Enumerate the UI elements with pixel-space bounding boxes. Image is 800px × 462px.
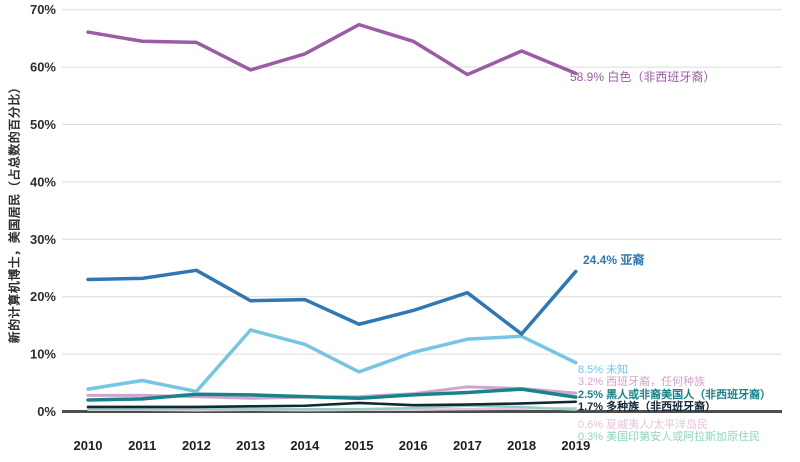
series-label-hispanic-any-race: 3.2% 西班牙裔，任何种族 — [578, 376, 706, 388]
x-tick-label: 2016 — [399, 438, 428, 453]
x-tick-label: 2011 — [128, 438, 156, 453]
y-tick-label: 10% — [30, 347, 56, 362]
y-tick-label: 0% — [37, 404, 56, 419]
x-tick-label: 2013 — [236, 438, 265, 453]
line-american-indian-alaska-native — [86, 404, 577, 411]
x-tick-label: 2014 — [290, 438, 320, 453]
series-label-white-non-hispanic: 58.9% 白色（非西班牙裔） — [570, 70, 716, 84]
y-tick-label: 40% — [30, 174, 56, 189]
x-tick-label: 2018 — [507, 438, 536, 453]
x-tick-label: 2017 — [453, 438, 482, 453]
x-tick-label: 2015 — [345, 438, 374, 453]
series-label-hawaiian-pacific-islander: 0.6% 夏威夷人/太平洋岛民 — [578, 419, 709, 431]
x-tick-label: 2012 — [182, 438, 211, 453]
y-tick-label: 20% — [30, 289, 56, 304]
y-tick-label: 30% — [30, 232, 56, 247]
series-label-black-african-american: 2.5% 黑人或非裔美国人（非西班牙裔） — [578, 388, 772, 401]
line-white-non-hispanic — [86, 22, 578, 77]
series-label-asian: 24.4% 亚裔 — [583, 253, 645, 267]
y-tick-label: 70% — [30, 2, 56, 17]
series-label-multiracial-non-hispanic: 1.7% 多种族（非西班牙裔） — [578, 401, 717, 413]
line-multiracial-non-hispanic — [86, 400, 578, 409]
y-tick-label: 50% — [30, 117, 56, 132]
x-tick-label: 2010 — [74, 438, 103, 453]
series-label-unknown: 8.5% 未知 — [578, 364, 629, 376]
y-tick-label: 60% — [30, 60, 56, 75]
line-asian — [86, 268, 578, 336]
line-black-african-american — [86, 387, 578, 402]
x-tick-label: 2019 — [561, 438, 590, 453]
line-unknown — [86, 328, 578, 394]
series-label-american-indian-alaska-native: 0.3% 美国印第安人或阿拉斯加原住民 — [578, 430, 761, 443]
